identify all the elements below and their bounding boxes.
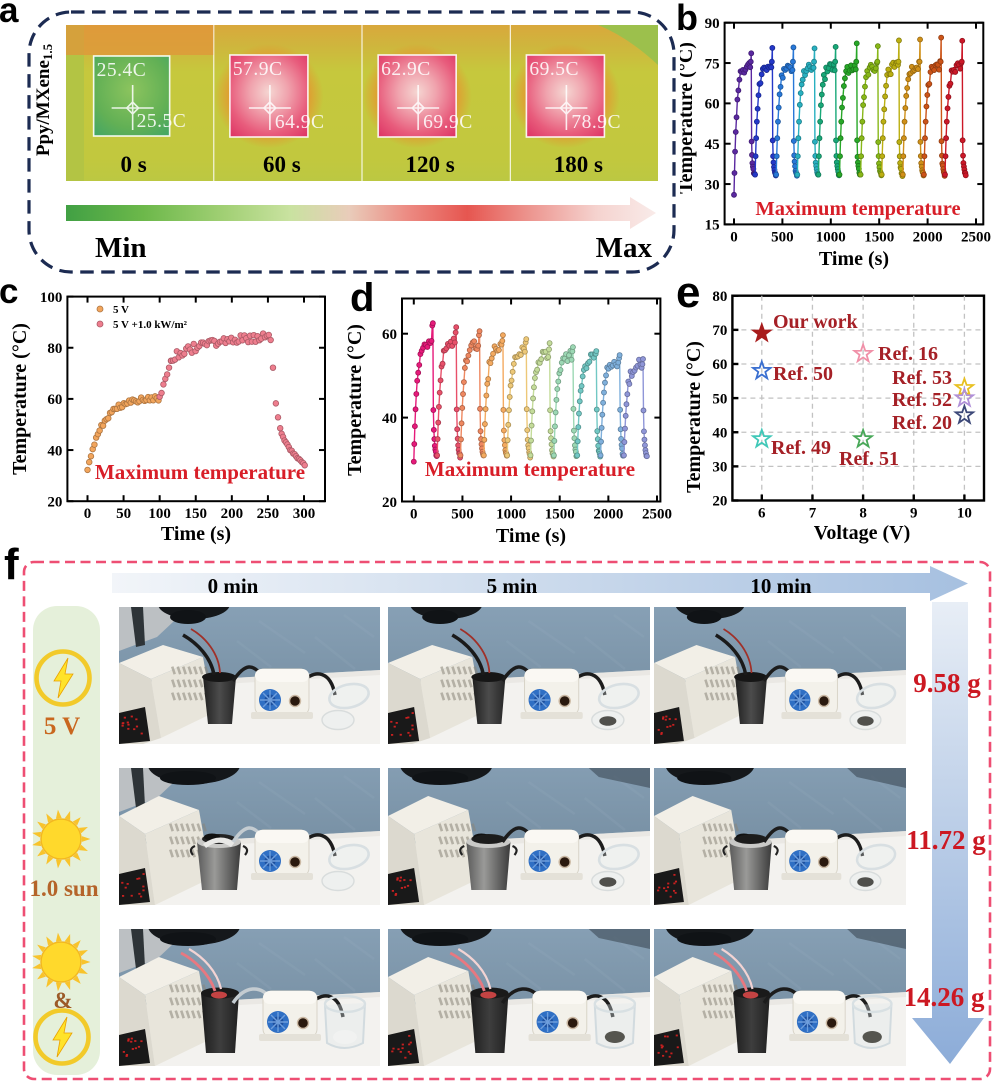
svg-text:50: 50 (712, 391, 727, 407)
svg-text:Ppy/MXene1.5: Ppy/MXene1.5 (33, 43, 55, 156)
svg-text:40: 40 (47, 443, 62, 459)
svg-text:60: 60 (712, 357, 727, 373)
svg-text:40: 40 (712, 425, 727, 441)
svg-text:7: 7 (809, 506, 817, 522)
svg-text:Ref. 51: Ref. 51 (839, 448, 899, 470)
svg-text:10 min: 10 min (750, 574, 812, 598)
svg-text:30: 30 (705, 177, 720, 193)
svg-text:80: 80 (712, 289, 727, 305)
svg-text:200: 200 (221, 506, 244, 522)
svg-text:0 min: 0 min (208, 574, 259, 598)
svg-text:100: 100 (148, 506, 171, 522)
svg-text:Ref. 50: Ref. 50 (773, 363, 833, 385)
svg-text:2500: 2500 (642, 507, 672, 523)
svg-text:Ref. 49: Ref. 49 (771, 437, 831, 459)
svg-text:Maximum temperature: Maximum temperature (425, 457, 635, 481)
svg-text:11.72 g: 11.72 g (906, 825, 986, 855)
svg-text:120 s: 120 s (406, 152, 455, 177)
svg-text:300: 300 (293, 506, 316, 522)
svg-text:69.5C: 69.5C (529, 59, 579, 80)
svg-text:57.9C: 57.9C (233, 59, 283, 80)
svg-text:0: 0 (730, 229, 738, 245)
svg-text:50: 50 (116, 506, 131, 522)
svg-text:45: 45 (705, 137, 720, 153)
svg-text:Max: Max (596, 232, 653, 264)
svg-text:Temperature (°C): Temperature (°C) (680, 42, 697, 194)
svg-text:15: 15 (705, 218, 720, 234)
svg-text:69.9C: 69.9C (423, 112, 473, 133)
svg-text:2500: 2500 (961, 229, 991, 245)
svg-text:Maximum temperature: Maximum temperature (755, 198, 960, 220)
svg-text:40: 40 (382, 411, 397, 427)
svg-text:500: 500 (771, 229, 794, 245)
svg-text:20: 20 (47, 494, 62, 510)
svg-text:8: 8 (859, 506, 867, 522)
svg-text:1500: 1500 (545, 507, 575, 523)
svg-text:Maximum temperature: Maximum temperature (95, 460, 305, 484)
svg-text:5 min: 5 min (487, 574, 538, 598)
svg-text:20: 20 (382, 495, 397, 511)
svg-text:70: 70 (712, 323, 727, 339)
svg-text:60: 60 (382, 327, 397, 343)
svg-text:0: 0 (84, 506, 92, 522)
svg-text:78.9C: 78.9C (571, 112, 621, 133)
svg-text:60: 60 (47, 392, 62, 408)
svg-text:1500: 1500 (864, 229, 894, 245)
svg-text:180 s: 180 s (554, 152, 603, 177)
svg-text:&: & (53, 988, 72, 1013)
svg-text:5 V: 5 V (113, 304, 129, 316)
svg-text:25.4C: 25.4C (97, 60, 147, 81)
svg-text:Our work: Our work (773, 311, 859, 333)
svg-text:5 V: 5 V (44, 713, 80, 740)
svg-text:Temperature (°C): Temperature (°C) (345, 324, 366, 476)
svg-text:Voltage (V): Voltage (V) (814, 522, 910, 544)
svg-text:64.9C: 64.9C (275, 112, 325, 133)
svg-text:5 V +1.0 kW/m²: 5 V +1.0 kW/m² (113, 319, 188, 331)
svg-text:0 s: 0 s (121, 152, 147, 177)
svg-text:Ref. 52: Ref. 52 (892, 389, 952, 411)
svg-text:20: 20 (712, 494, 727, 510)
svg-text:14.26 g: 14.26 g (904, 982, 986, 1012)
svg-text:10: 10 (957, 506, 972, 522)
svg-text:Time (s): Time (s) (161, 523, 231, 545)
svg-text:80: 80 (47, 341, 62, 357)
svg-text:6: 6 (758, 506, 766, 522)
svg-text:1.0 sun: 1.0 sun (29, 876, 98, 901)
svg-text:Ref. 53: Ref. 53 (892, 367, 952, 389)
svg-text:Temperature (°C): Temperature (°C) (683, 341, 705, 493)
svg-text:1000: 1000 (816, 229, 846, 245)
svg-text:Temperature (°C): Temperature (°C) (9, 323, 31, 475)
svg-text:30: 30 (712, 460, 727, 476)
svg-text:25.5C: 25.5C (137, 111, 187, 132)
svg-text:500: 500 (451, 507, 474, 523)
svg-text:2000: 2000 (593, 507, 623, 523)
svg-text:250: 250 (257, 506, 280, 522)
svg-text:Ref. 20: Ref. 20 (892, 412, 952, 434)
svg-text:9.58 g: 9.58 g (913, 668, 981, 698)
svg-text:2000: 2000 (913, 229, 943, 245)
svg-text:Min: Min (95, 232, 147, 264)
svg-text:1000: 1000 (496, 507, 526, 523)
svg-text:Time (s): Time (s) (819, 248, 889, 270)
svg-text:90: 90 (705, 16, 720, 32)
svg-text:60: 60 (705, 97, 720, 113)
svg-text:0: 0 (410, 507, 418, 523)
svg-text:60 s: 60 s (263, 152, 301, 177)
svg-text:9: 9 (910, 506, 918, 522)
svg-text:Ref. 16: Ref. 16 (878, 343, 938, 365)
svg-text:Time (s): Time (s) (496, 525, 566, 547)
svg-text:75: 75 (705, 56, 720, 72)
svg-text:150: 150 (185, 506, 208, 522)
svg-text:100: 100 (40, 290, 63, 306)
svg-text:62.9C: 62.9C (381, 59, 431, 80)
